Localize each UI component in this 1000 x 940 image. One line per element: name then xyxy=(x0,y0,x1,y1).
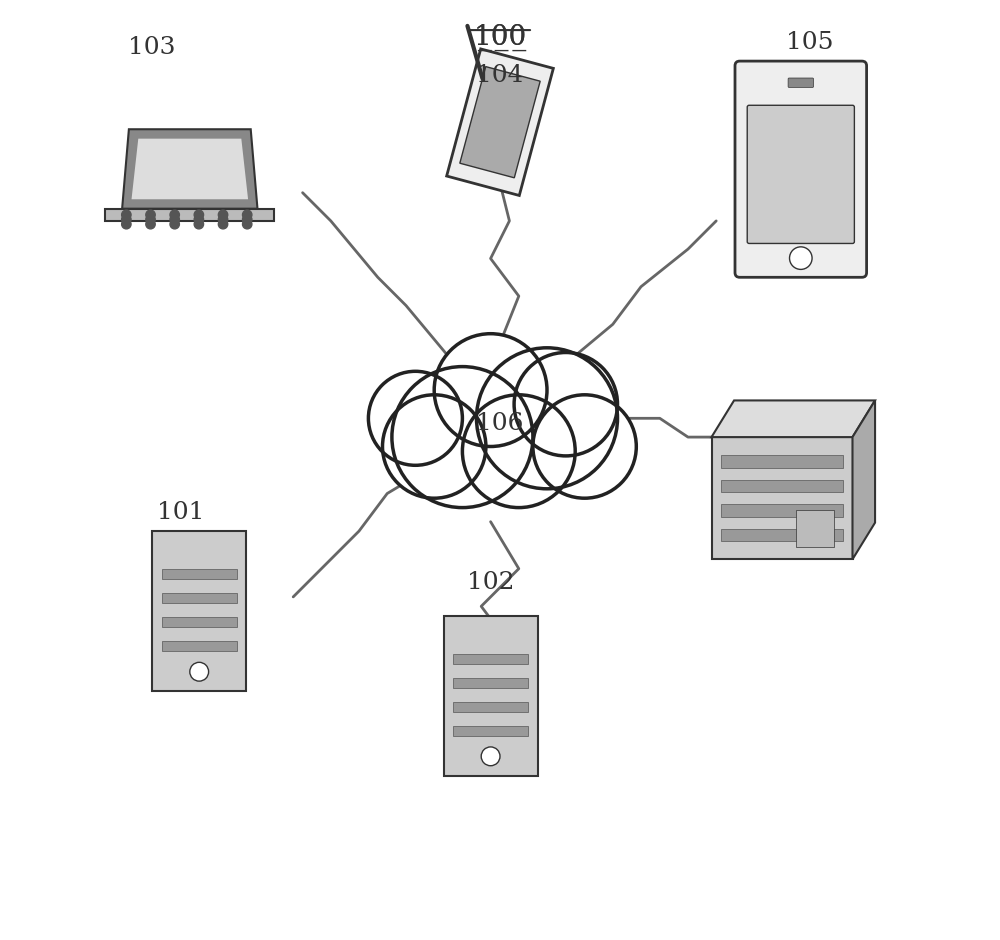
Circle shape xyxy=(481,747,500,766)
Text: 101: 101 xyxy=(157,501,204,524)
Circle shape xyxy=(218,220,228,229)
Polygon shape xyxy=(132,139,248,199)
Circle shape xyxy=(382,395,486,498)
Circle shape xyxy=(790,247,812,270)
Circle shape xyxy=(170,220,179,229)
Text: 1̲0̲0̲: 1̲0̲0̲ xyxy=(473,24,527,51)
FancyBboxPatch shape xyxy=(453,726,528,735)
Circle shape xyxy=(243,211,252,220)
FancyBboxPatch shape xyxy=(747,105,854,243)
Circle shape xyxy=(392,367,533,508)
FancyBboxPatch shape xyxy=(721,456,843,468)
Text: 106: 106 xyxy=(476,412,524,434)
Circle shape xyxy=(170,211,179,220)
FancyBboxPatch shape xyxy=(162,618,237,627)
FancyBboxPatch shape xyxy=(721,504,843,517)
Circle shape xyxy=(146,211,155,220)
Circle shape xyxy=(243,215,252,225)
Polygon shape xyxy=(460,67,540,178)
FancyBboxPatch shape xyxy=(453,702,528,712)
Circle shape xyxy=(462,395,575,508)
Circle shape xyxy=(146,220,155,229)
Circle shape xyxy=(170,215,179,225)
Circle shape xyxy=(194,215,204,225)
FancyBboxPatch shape xyxy=(162,570,237,579)
Circle shape xyxy=(194,211,204,220)
Circle shape xyxy=(368,371,462,465)
Polygon shape xyxy=(122,130,257,209)
FancyBboxPatch shape xyxy=(721,480,843,493)
Polygon shape xyxy=(712,400,875,437)
Circle shape xyxy=(194,220,204,229)
Circle shape xyxy=(122,211,131,220)
Circle shape xyxy=(190,663,209,682)
FancyBboxPatch shape xyxy=(444,616,538,776)
FancyBboxPatch shape xyxy=(152,531,246,691)
Text: 105: 105 xyxy=(786,31,834,54)
Text: 103: 103 xyxy=(128,36,176,58)
FancyBboxPatch shape xyxy=(162,641,237,651)
Polygon shape xyxy=(712,437,852,559)
Circle shape xyxy=(146,215,155,225)
Circle shape xyxy=(434,334,547,446)
Text: 104: 104 xyxy=(476,64,524,86)
Circle shape xyxy=(218,211,228,220)
Circle shape xyxy=(477,348,618,489)
Polygon shape xyxy=(447,49,553,196)
Circle shape xyxy=(218,215,228,225)
Circle shape xyxy=(122,215,131,225)
Circle shape xyxy=(533,395,636,498)
FancyBboxPatch shape xyxy=(735,61,867,277)
Text: 102: 102 xyxy=(467,572,514,594)
FancyBboxPatch shape xyxy=(796,510,834,547)
Circle shape xyxy=(243,220,252,229)
FancyBboxPatch shape xyxy=(453,678,528,688)
Text: 100: 100 xyxy=(473,24,527,51)
FancyBboxPatch shape xyxy=(788,78,813,87)
Polygon shape xyxy=(852,400,875,559)
FancyBboxPatch shape xyxy=(162,593,237,603)
Circle shape xyxy=(122,220,131,229)
FancyBboxPatch shape xyxy=(453,654,528,664)
Polygon shape xyxy=(105,209,274,221)
FancyBboxPatch shape xyxy=(721,528,843,541)
Circle shape xyxy=(514,352,618,456)
